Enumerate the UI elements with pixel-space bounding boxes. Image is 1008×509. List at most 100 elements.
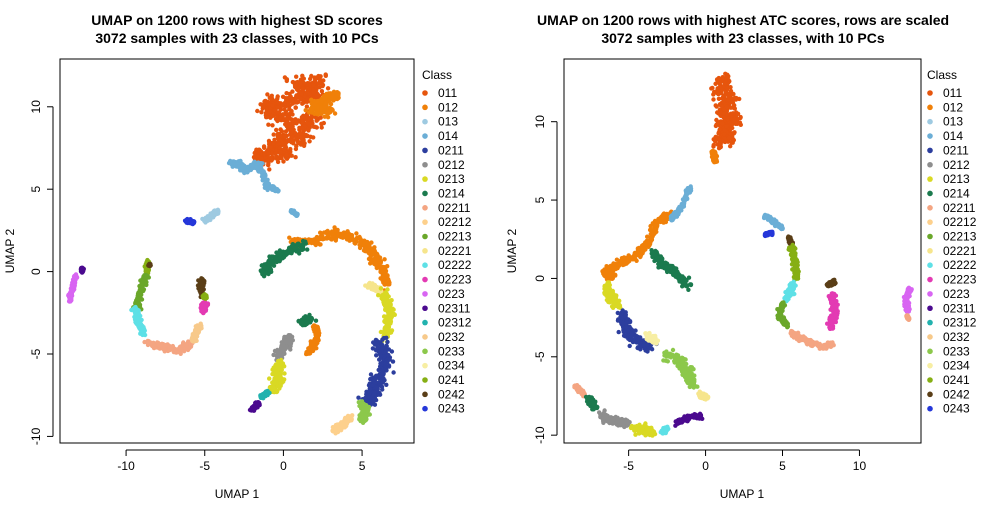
data-point-0211 xyxy=(384,336,388,340)
data-point-0214 xyxy=(301,244,305,248)
legend-marker xyxy=(422,277,428,283)
x-axis-label: UMAP 1 xyxy=(215,487,260,501)
data-point-011 xyxy=(725,113,729,117)
data-point-011 xyxy=(290,89,294,93)
data-point-011 xyxy=(313,125,317,129)
data-point-011 xyxy=(301,87,305,91)
data-point-012 xyxy=(607,273,611,277)
data-point-011 xyxy=(721,139,725,143)
data-point-011 xyxy=(300,139,304,143)
data-point-012 xyxy=(374,263,378,267)
legend-marker xyxy=(422,248,428,254)
data-point-0213 xyxy=(383,296,387,300)
data-point-0213 xyxy=(383,327,387,331)
data-point-012 xyxy=(647,243,651,247)
data-point-011 xyxy=(300,92,304,96)
data-point-0214 xyxy=(296,242,300,246)
data-point-011 xyxy=(264,111,268,115)
data-point-011 xyxy=(291,135,295,139)
data-point-011 xyxy=(713,139,717,143)
data-point-011 xyxy=(724,75,728,79)
data-point-012 xyxy=(379,261,383,265)
data-point-0213 xyxy=(272,381,276,385)
legend-label: 0234 xyxy=(438,359,465,373)
data-point-012 xyxy=(318,231,322,235)
legend-label: 02221 xyxy=(438,244,472,258)
legend-label: 0212 xyxy=(438,158,465,172)
data-point-011 xyxy=(293,99,297,103)
data-point-0214 xyxy=(305,247,309,251)
data-point-012 xyxy=(653,228,657,232)
data-point-0211 xyxy=(371,346,375,350)
legend-label: 02311 xyxy=(438,301,471,315)
legend-label: 012 xyxy=(438,100,458,114)
data-point-02311 xyxy=(256,403,260,407)
data-point-012 xyxy=(656,219,660,223)
data-point-012 xyxy=(374,258,378,262)
data-point-012 xyxy=(651,232,655,236)
data-point-0213 xyxy=(388,319,392,323)
data-point-0212 xyxy=(281,343,285,347)
data-point-0211 xyxy=(385,340,389,344)
data-point-02223 xyxy=(200,302,204,306)
legend-marker xyxy=(422,305,428,311)
data-point-011 xyxy=(276,118,280,122)
data-point-014 xyxy=(293,210,297,214)
x-tick-label: 0 xyxy=(280,459,287,473)
data-point-011 xyxy=(293,155,297,159)
data-point-011 xyxy=(709,86,713,90)
legend-label: 02223 xyxy=(438,273,472,287)
data-point-0223 xyxy=(69,297,73,301)
data-point-0211 xyxy=(370,401,374,405)
data-point-0214 xyxy=(264,271,268,275)
data-point-0213 xyxy=(379,330,383,334)
data-point-0211 xyxy=(368,387,372,391)
data-point-011 xyxy=(297,134,301,138)
data-point-011 xyxy=(725,105,729,109)
data-point-011 xyxy=(300,102,304,106)
data-point-012 xyxy=(341,236,345,240)
data-point-012 xyxy=(326,115,330,119)
legend-marker xyxy=(422,262,428,268)
data-point-02212 xyxy=(341,423,345,427)
data-point-014 xyxy=(262,169,266,173)
data-point-012 xyxy=(331,94,335,98)
data-point-0233 xyxy=(361,421,365,425)
data-point-02213 xyxy=(140,285,144,289)
data-point-0213 xyxy=(383,315,387,319)
legend-marker xyxy=(422,119,428,125)
data-point-012 xyxy=(315,99,319,103)
data-point-0213 xyxy=(274,365,278,369)
x-tick-label: -5 xyxy=(199,459,210,473)
data-point-012 xyxy=(311,106,315,110)
data-point-011 xyxy=(270,94,274,98)
data-point-02222 xyxy=(137,326,141,330)
data-point-0211 xyxy=(371,379,375,383)
data-point-012 xyxy=(325,110,329,114)
data-point-014 xyxy=(273,187,277,191)
y-tick-label: -5 xyxy=(29,348,43,359)
data-point-011 xyxy=(294,93,298,97)
data-point-0232 xyxy=(198,325,202,329)
data-point-011 xyxy=(732,117,736,121)
data-point-011 xyxy=(262,101,266,105)
data-point-011 xyxy=(725,117,729,121)
data-point-011 xyxy=(270,104,274,108)
data-point-011 xyxy=(284,129,288,133)
data-point-011 xyxy=(731,139,735,143)
legend-marker xyxy=(422,334,428,340)
data-point-02221 xyxy=(371,286,375,290)
data-point-011 xyxy=(326,86,330,90)
data-point-0211 xyxy=(380,343,384,347)
data-point-011 xyxy=(274,128,278,132)
data-point-011 xyxy=(289,109,293,113)
data-point-02213 xyxy=(143,276,147,280)
data-point-012 xyxy=(622,259,626,263)
data-point-012 xyxy=(378,270,382,274)
legend-marker xyxy=(422,148,428,154)
data-point-011 xyxy=(307,139,311,143)
data-point-011 xyxy=(281,112,285,116)
data-point-011 xyxy=(711,92,715,96)
data-point-02212 xyxy=(334,430,338,434)
